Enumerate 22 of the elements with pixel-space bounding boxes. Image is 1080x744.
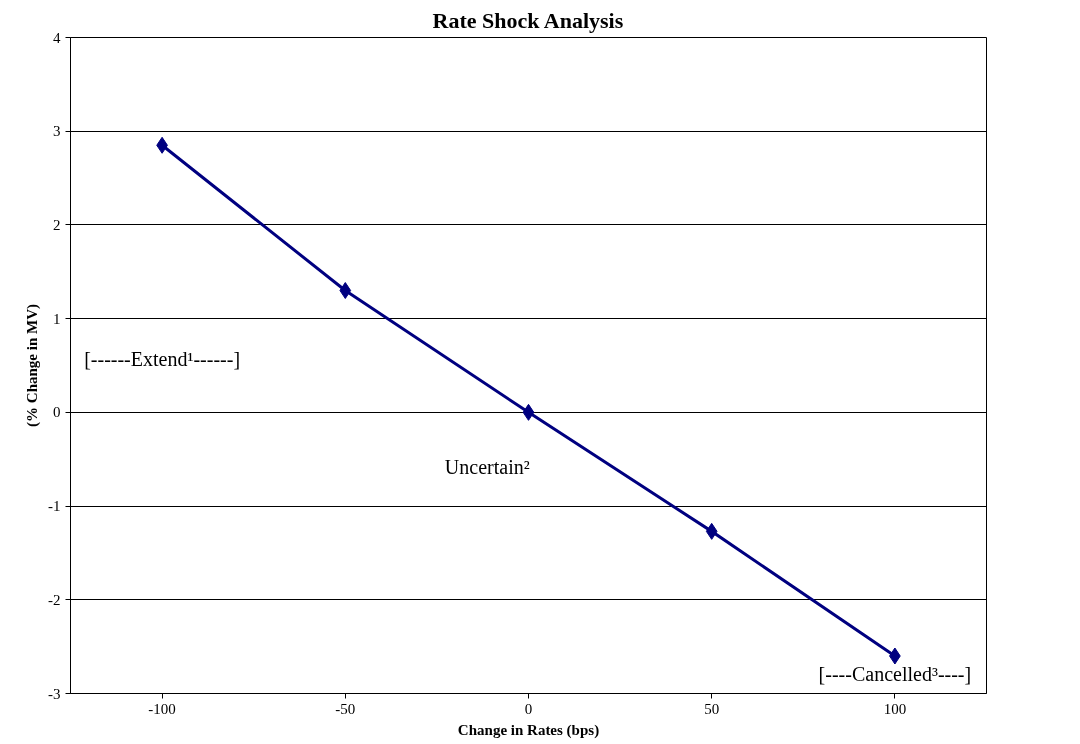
point — [339, 282, 352, 300]
x-axis-title: Change in Rates (bps) — [457, 721, 600, 739]
point — [705, 522, 718, 540]
x-tick-label: 0 — [524, 700, 533, 717]
x-tick-label: 50 — [704, 700, 720, 717]
y-tick-label: 4 — [53, 29, 61, 46]
x-tick-label: -100 — [148, 700, 176, 717]
annotation: [----Cancelled³----] — [818, 662, 972, 685]
y-tick-label: 2 — [53, 216, 61, 233]
x-tick-label: 100 — [883, 700, 907, 717]
annotation: [------Extend¹------] — [84, 347, 241, 370]
y-tick-label: 3 — [53, 123, 61, 140]
y-tick-label: -3 — [48, 685, 61, 702]
y-tick-label: 0 — [53, 404, 61, 421]
x-tick-label: -50 — [335, 700, 356, 717]
chart-title: Rate Shock Analysis — [432, 7, 624, 33]
y-axis-title: (% Change in MV) — [24, 304, 41, 427]
y-tick-label: -2 — [48, 591, 61, 608]
annotation: Uncertain² — [444, 456, 530, 479]
y-tick-label: 1 — [53, 310, 61, 327]
y-tick-label: -1 — [48, 498, 61, 515]
point — [522, 403, 535, 421]
